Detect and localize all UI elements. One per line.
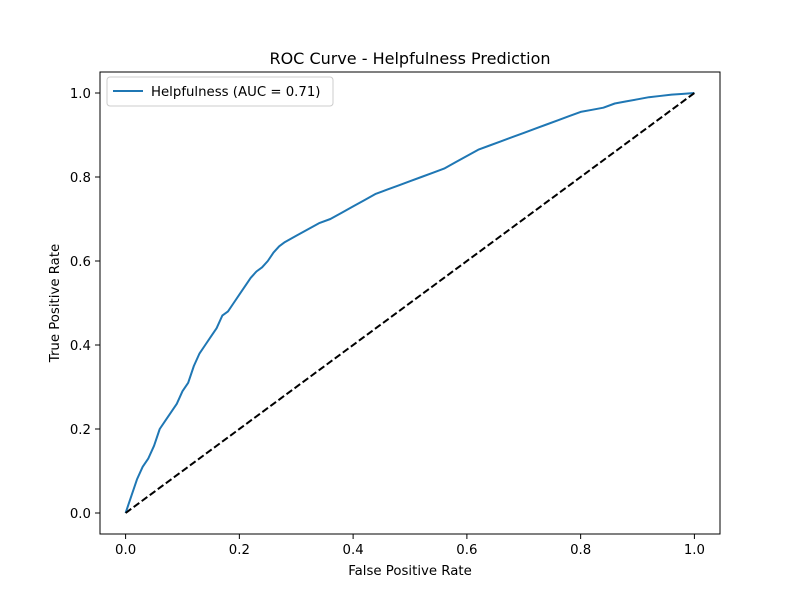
- series-group: [124, 92, 695, 514]
- x-tick-label: 0.4: [343, 543, 364, 558]
- legend-box: [106, 76, 334, 107]
- y-tick-label: 0.6: [70, 255, 91, 270]
- y-axis-ticks: 0.0 0.2 0.4 0.6 0.8 1.0: [70, 87, 100, 522]
- y-axis-label: True Positive Rate: [48, 244, 63, 363]
- x-tick-label: 0.0: [115, 543, 136, 558]
- x-tick-label: 0.2: [229, 543, 250, 558]
- x-axis-label: False Positive Rate: [348, 564, 472, 579]
- y-tick-label: 0.8: [70, 171, 91, 186]
- roc-curve-line: [124, 92, 695, 514]
- y-tick-label: 1.0: [70, 87, 91, 102]
- chart-title: ROC Curve - Helpfulness Prediction: [269, 49, 550, 68]
- x-tick-label: 0.8: [570, 543, 591, 558]
- legend: Helpfulness (AUC = 0.71): [106, 76, 334, 107]
- chance-diagonal-line: [125, 92, 695, 514]
- axes-spines: [99, 71, 721, 535]
- legend-entry-label: Helpfulness (AUC = 0.71): [151, 85, 321, 100]
- axes-frame: [99, 71, 721, 535]
- x-tick-label: 1.0: [684, 543, 705, 558]
- y-tick-label: 0.2: [70, 423, 91, 438]
- x-tick-label: 0.6: [456, 543, 477, 558]
- y-tick-label: 0.4: [70, 339, 91, 354]
- x-axis-ticks: 0.0 0.2 0.4 0.6 0.8 1.0: [115, 534, 705, 558]
- y-tick-label: 0.0: [70, 507, 91, 522]
